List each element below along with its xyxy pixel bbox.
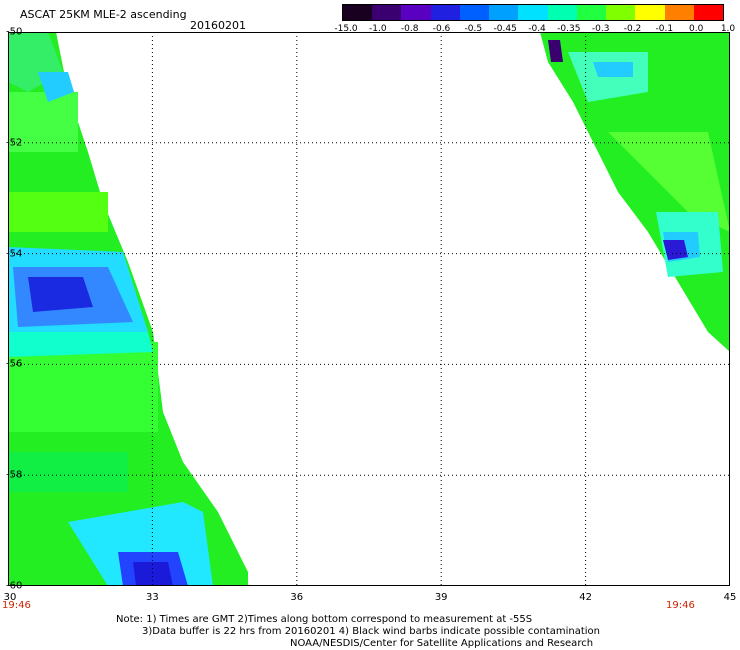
left-swath-top-cyan [38,72,74,102]
colorbar-label: -0.4 [528,24,546,34]
lon-tick-label: 36 [290,592,304,603]
colorbar-segment [518,5,548,20]
lon-tick-label: 30 [3,592,17,603]
colorbar-segment [664,5,694,20]
colorbar-labels: -15.0 -1.0 -0.8 -0.6 -0.5 -0.45 -0.4 -0.35 -0.3 -… [334,24,736,36]
left-swath-band [8,192,108,232]
lon-tick-label: 42 [579,592,592,603]
note-line-2: 3)Data buffer is 22 hrs from 20160201 4)… [142,626,600,637]
colorbar-segment [635,5,665,20]
lon-tick-label: 39 [434,592,448,603]
swath-layer [8,32,730,586]
left-swath-band [8,92,78,152]
right-swath-blue-spot [663,240,688,260]
colorbar-segment [430,5,460,20]
grid-layer [8,32,730,586]
colorbar-label: -0.5 [464,24,483,34]
plot-frame [8,32,730,586]
colorbar-label: 1.0 [720,24,736,34]
lat-tick-label: -54 [6,248,23,260]
colorbar-label: 0.0 [688,24,704,34]
footer-notes: Note: 1) Times are GMT 2)Times along bot… [116,614,600,650]
note-line-1: Note: 1) Times are GMT 2)Times along bot… [116,614,533,625]
colorbar-label: -0.8 [400,24,419,34]
map-date: 20160201 [190,19,246,32]
colorbar-label: -0.3 [591,24,610,34]
colorbar-segment [401,5,431,20]
colorbar-label: -15.0 [334,24,358,34]
colorbar-segment [489,5,519,20]
left-swath-band [8,342,158,432]
lon-tick-label: 33 [146,592,159,603]
left-swath-band [8,452,128,492]
right-swath-dark-edge [548,40,563,62]
right-swath-band [608,132,730,232]
colorbar-segment [343,5,373,20]
time-label-right: 19:46 [666,600,695,611]
colorbar-label: -0.1 [655,24,674,34]
colorbar-segment [459,5,490,20]
colorbar [342,4,724,21]
colorbar-label: -0.6 [432,24,451,34]
right-swath-cyan-core [593,62,633,77]
map-title: ASCAT 25KM MLE-2 ascending [20,8,187,21]
map-plot [8,32,730,586]
lon-tick-label: 45 [723,592,737,603]
colorbar-label: -0.45 [493,24,517,34]
colorbar-label: -0.2 [623,24,642,34]
colorbar-label: -1.0 [369,24,387,34]
left-swath-deep-blue [28,277,93,312]
lat-tick-label: -52 [6,137,23,149]
colorbar-segment [547,5,577,20]
left-swath-deep-blue-bottom [133,562,173,586]
left-swath-cyan-edge [8,332,153,357]
colorbar-segment [372,5,402,20]
lat-tick-label: -56 [6,358,23,370]
lat-tick-label: -60 [6,580,23,592]
colorbar-segment [606,5,636,20]
lat-tick-label: -58 [6,469,23,481]
note-line-3: NOAA/NESDIS/Center for Satellite Applica… [290,638,594,649]
colorbar-segment [576,5,607,20]
time-label-left: 19:46 [2,600,31,611]
colorbar-segment [693,5,724,20]
colorbar-label: -0.35 [557,24,581,34]
lat-tick-label: -50 [6,26,23,38]
